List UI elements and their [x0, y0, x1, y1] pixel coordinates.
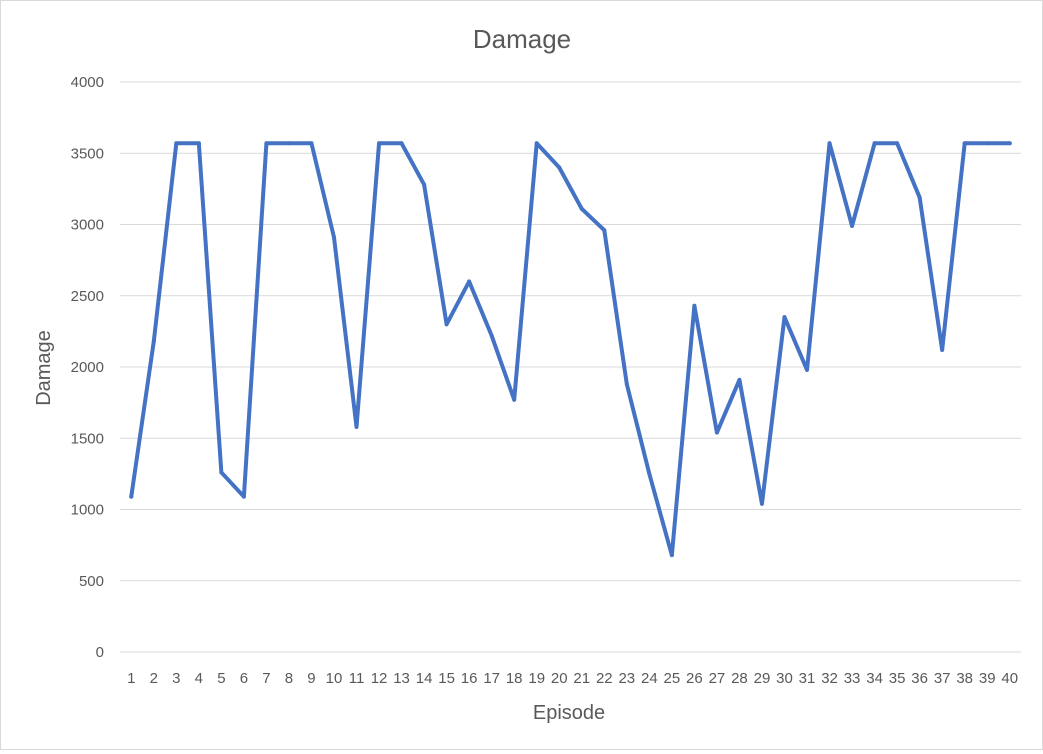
data-point [174, 141, 179, 146]
x-tick-label: 1 [127, 670, 135, 687]
series-layer [129, 141, 1012, 558]
x-tick-label: 13 [393, 670, 410, 687]
data-point [624, 382, 629, 387]
data-point [1007, 141, 1012, 146]
data-point [759, 501, 764, 506]
data-point [647, 471, 652, 476]
series-line [129, 141, 1012, 558]
data-point [579, 206, 584, 211]
x-tick-label: 35 [889, 670, 906, 687]
x-tick-label: 8 [285, 670, 293, 687]
x-tick-label: 7 [262, 670, 270, 687]
x-tick-label: 4 [195, 670, 203, 687]
data-point [241, 494, 246, 499]
data-point [354, 424, 359, 429]
x-tick-label: 24 [641, 670, 658, 687]
x-tick-label: 6 [240, 670, 248, 687]
data-point [669, 553, 674, 558]
x-tick-label: 28 [731, 670, 748, 687]
x-tick-label: 38 [956, 670, 973, 687]
data-point [737, 377, 742, 382]
data-point [962, 141, 967, 146]
x-tick-label: 3 [172, 670, 180, 687]
chart-title: Damage [473, 24, 571, 54]
y-tick-label: 3000 [71, 217, 104, 234]
data-point [602, 228, 607, 233]
x-tick-label: 17 [483, 670, 500, 687]
y-tick-label: 2500 [71, 288, 104, 305]
x-tick-label: 39 [979, 670, 996, 687]
x-tick-label: 18 [506, 670, 523, 687]
x-tick-label: 10 [326, 670, 343, 687]
data-point [850, 223, 855, 228]
x-tick-label: 40 [1001, 670, 1018, 687]
data-point [264, 141, 269, 146]
y-tick-label: 4000 [71, 74, 104, 91]
x-tick-label: 30 [776, 670, 793, 687]
data-point [467, 279, 472, 284]
x-axis-title: Episode [533, 702, 605, 724]
data-point [692, 303, 697, 308]
data-point [917, 195, 922, 200]
y-tick-label: 0 [96, 644, 104, 661]
x-tick-label: 27 [709, 670, 726, 687]
y-tick-label: 500 [79, 573, 104, 590]
data-point [309, 141, 314, 146]
data-point [286, 141, 291, 146]
data-point [872, 141, 877, 146]
data-point [219, 470, 224, 475]
data-point [444, 322, 449, 327]
y-tick-label: 1000 [71, 502, 104, 519]
x-tick-label: 21 [573, 670, 590, 687]
data-point [895, 141, 900, 146]
data-point [827, 141, 832, 146]
x-tick-label: 11 [349, 670, 365, 687]
x-tick-label: 23 [618, 670, 635, 687]
x-tick-label: 33 [844, 670, 861, 687]
data-point [557, 165, 562, 170]
data-point [129, 494, 134, 499]
x-tick-label: 29 [754, 670, 771, 687]
data-point [196, 141, 201, 146]
data-point [534, 141, 539, 146]
x-tick-label: 19 [528, 670, 545, 687]
x-tick-label: 34 [866, 670, 883, 687]
data-point [422, 182, 427, 187]
data-point [805, 367, 810, 372]
x-tick-label: 36 [911, 670, 928, 687]
x-tick-label: 9 [307, 670, 315, 687]
data-point [985, 141, 990, 146]
y-axis-title: Damage [33, 330, 55, 406]
x-tick-label: 22 [596, 670, 613, 687]
data-point [940, 347, 945, 352]
y-axis-ticks: 0 500 1000 1500 2000 2500 3000 3500 4000 [71, 74, 104, 661]
x-tick-label: 16 [461, 670, 478, 687]
x-axis-ticks: 1 2 3 4 5 6 7 8 9 10 11 12 13 14 15 16 17 18 19 20 21 22 23 24 2… [127, 670, 1018, 687]
x-tick-label: 5 [217, 670, 225, 687]
x-tick-label: 31 [799, 670, 816, 687]
x-tick-label: 26 [686, 670, 703, 687]
data-point [151, 339, 156, 344]
x-tick-label: 25 [664, 670, 681, 687]
gridlines [120, 81, 1021, 653]
x-tick-label: 14 [416, 670, 433, 687]
x-tick-label: 20 [551, 670, 568, 687]
y-tick-label: 1500 [71, 430, 104, 447]
x-tick-label: 32 [821, 670, 838, 687]
data-point [782, 315, 787, 320]
data-point [331, 235, 336, 240]
data-point [512, 397, 517, 402]
x-tick-label: 15 [438, 670, 455, 687]
data-point [377, 141, 382, 146]
y-tick-label: 3500 [71, 145, 104, 162]
y-tick-label: 2000 [71, 359, 104, 376]
x-tick-label: 2 [150, 670, 158, 687]
data-point [399, 141, 404, 146]
data-point [714, 430, 719, 435]
data-point [489, 333, 494, 338]
x-tick-label: 12 [371, 670, 388, 687]
x-tick-label: 37 [934, 670, 951, 687]
